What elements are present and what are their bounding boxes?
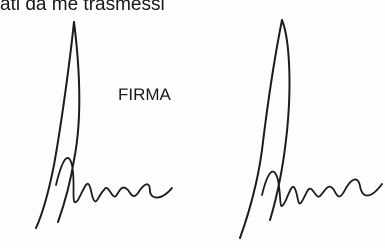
- signature-left: [36, 22, 172, 228]
- page: {"document": {"text_fragment": "ati da m…: [0, 0, 385, 248]
- signatures: [0, 0, 385, 248]
- signature-right: [240, 20, 382, 238]
